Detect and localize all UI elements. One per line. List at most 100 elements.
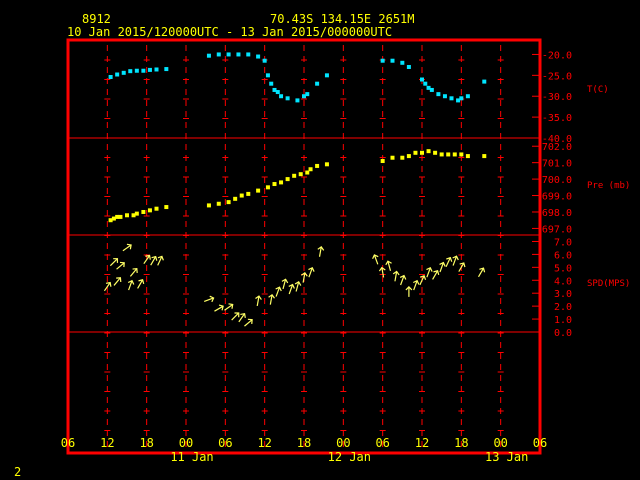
- wind-arrow-head: [392, 270, 400, 276]
- wind-arrow-head: [116, 277, 122, 283]
- wind-arrow-shaft: [256, 295, 260, 307]
- wind-arrow-shaft: [477, 267, 485, 278]
- pressure-point: [406, 154, 411, 159]
- wind-arrow: [439, 261, 446, 273]
- wind-arrow-shaft: [116, 262, 125, 270]
- wind-arrow: [413, 279, 420, 291]
- wind-arrow-shaft: [238, 313, 246, 323]
- station-id: 8912: [82, 12, 111, 26]
- temperature-point: [315, 81, 320, 86]
- wind-arrow-head: [113, 258, 119, 263]
- wind-arrow: [458, 262, 466, 272]
- pressure-series: [108, 149, 487, 223]
- temperature-point: [285, 96, 290, 101]
- wind-arrow-shaft: [426, 267, 431, 278]
- wind-arrow-head: [288, 283, 295, 289]
- pressure-point: [147, 208, 152, 213]
- wind-arrow-shaft: [288, 284, 294, 295]
- y-tick-label: 5.0: [554, 263, 572, 274]
- y-tick-label: 702.0: [542, 142, 572, 153]
- wind-arrow: [281, 278, 289, 290]
- wind-arrow-head: [138, 279, 145, 285]
- wind-arrow-shaft: [128, 280, 133, 291]
- wind-arrow: [392, 270, 400, 282]
- wind-arrow: [308, 267, 315, 278]
- pressure-point: [115, 214, 120, 219]
- pressure-point: [482, 154, 487, 159]
- wind-arrow: [378, 266, 386, 278]
- wind-arrow: [109, 258, 119, 267]
- wind-arrow-head: [151, 255, 158, 261]
- y-tick-label: 6.0: [554, 250, 572, 261]
- temperature-point: [121, 70, 126, 75]
- wind-arrow: [150, 255, 158, 266]
- temperature-point: [436, 92, 441, 97]
- wind-arrow-head: [119, 261, 125, 268]
- temperature-point: [206, 53, 211, 58]
- pressure-point: [413, 150, 418, 155]
- pressure-point: [141, 209, 146, 214]
- temperature-point: [406, 64, 411, 69]
- wind-arrow: [405, 286, 413, 297]
- temperature-point: [246, 52, 251, 57]
- wind-arrow-shaft: [203, 297, 214, 302]
- wind-arrow-shaft: [318, 246, 322, 257]
- wind-arrow-head: [294, 281, 302, 286]
- panel-label-3: SPD(MPS): [587, 279, 630, 289]
- wind-series: [103, 243, 486, 327]
- x-tick-label: 00: [336, 436, 350, 450]
- wind-arrow: [275, 286, 282, 297]
- wind-arrow-head: [426, 267, 433, 272]
- wind-arrow: [238, 313, 246, 323]
- wind-arrow: [445, 256, 453, 267]
- pressure-point: [125, 213, 129, 218]
- x-tick-label: 12: [257, 436, 271, 450]
- temperature-point: [236, 52, 241, 57]
- y-tick-label: -35.0: [542, 113, 572, 124]
- wind-arrow: [231, 312, 240, 321]
- pressure-point: [420, 150, 424, 155]
- temperature-point: [390, 58, 395, 63]
- wind-arrow: [203, 295, 215, 303]
- wind-arrow-head: [405, 286, 413, 291]
- wind-arrow-head: [372, 254, 379, 260]
- temperature-point: [302, 94, 306, 99]
- wind-arrow: [137, 279, 145, 289]
- pressure-point: [272, 182, 277, 187]
- wind-arrow-shaft: [269, 294, 273, 305]
- wind-arrow-head: [433, 270, 440, 276]
- wind-arrow: [268, 293, 275, 305]
- wind-arrow: [426, 267, 433, 278]
- wind-arrow: [143, 254, 151, 265]
- wind-arrow-shaft: [282, 279, 287, 290]
- wind-arrow-shaft: [109, 258, 118, 267]
- wind-arrow: [157, 255, 164, 266]
- temperature-point: [442, 94, 447, 99]
- wind-arrow: [419, 274, 427, 286]
- wind-arrow-head: [145, 254, 151, 260]
- wind-arrow-shaft: [373, 254, 379, 265]
- pressure-point: [292, 173, 297, 178]
- wind-arrow: [244, 318, 253, 327]
- pressure-point: [108, 218, 113, 223]
- pressure-point: [439, 152, 444, 157]
- wind-arrow-head: [126, 243, 132, 250]
- wind-arrow-shaft: [445, 257, 451, 267]
- wind-arrow-head: [275, 286, 282, 292]
- wind-arrow: [127, 279, 135, 291]
- y-tick-label: 698.0: [542, 208, 572, 219]
- y-tick-label: 0.0: [554, 328, 572, 339]
- panel-label-1: T(C): [587, 85, 609, 95]
- page-number: 2: [14, 465, 21, 479]
- x-day-label: 12 Jan: [328, 450, 371, 464]
- wind-arrow-head: [413, 279, 420, 285]
- temperature-point: [449, 96, 454, 101]
- temperature-point: [265, 73, 270, 78]
- x-tick-label: 12: [415, 436, 429, 450]
- wind-arrow: [301, 271, 308, 283]
- wind-arrow-head: [255, 295, 262, 300]
- wind-arrow: [113, 277, 122, 286]
- pressure-point: [390, 155, 395, 160]
- temperature-point: [115, 72, 120, 77]
